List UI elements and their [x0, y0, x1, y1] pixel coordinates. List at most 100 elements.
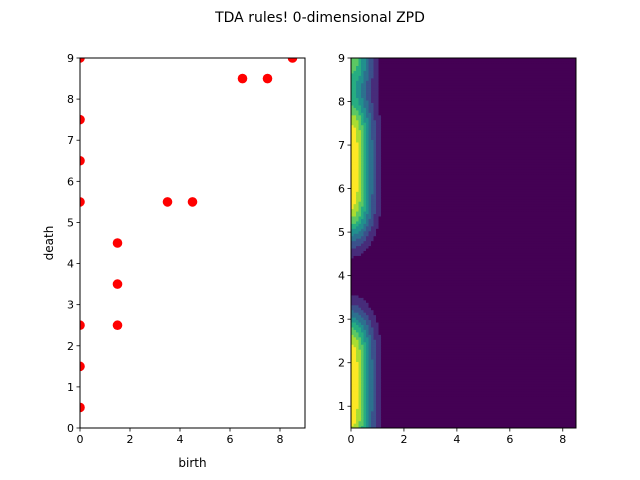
contour-cell: [453, 415, 457, 419]
contour-cell: [401, 423, 405, 427]
contour-cell: [513, 420, 517, 424]
scatter-y-axis-label: death: [42, 226, 56, 261]
contour-cell: [558, 423, 562, 427]
contour-cell: [503, 408, 507, 412]
contour-cell: [543, 420, 547, 424]
contour-cell: [433, 423, 437, 427]
contour-cell: [496, 418, 500, 422]
contour-cell: [413, 405, 417, 409]
contour-cell: [393, 400, 397, 404]
contour-cell: [553, 410, 557, 414]
contour-cell: [501, 398, 505, 402]
contour-cell: [381, 398, 385, 402]
contour-cell: [446, 403, 450, 407]
contour-cell: [573, 410, 576, 414]
contour-cell: [421, 410, 425, 414]
contour-cell: [498, 403, 502, 407]
contour-cell: [536, 400, 540, 404]
contour-cell: [541, 398, 545, 402]
contour-cell: [441, 423, 445, 427]
contour-cell: [366, 415, 370, 419]
contour-cell: [531, 405, 535, 409]
contour-cell: [413, 410, 417, 414]
contour-cell: [571, 423, 575, 427]
contour-cell: [538, 423, 542, 427]
contour-cell: [398, 405, 402, 409]
contour-cell: [398, 423, 402, 427]
contour-cell: [568, 425, 572, 428]
contour-cell: [546, 400, 550, 404]
contour-cell: [446, 425, 450, 428]
contour-cell: [351, 410, 355, 414]
contour-cell: [428, 400, 432, 404]
contour-cell: [381, 408, 385, 412]
contour-cell: [493, 420, 497, 424]
contour-cell: [423, 395, 427, 399]
contour-cell: [406, 398, 410, 402]
contour-cell: [368, 398, 372, 402]
contour-cell: [353, 420, 357, 424]
contour-cell: [483, 395, 487, 399]
contour-cell: [381, 400, 385, 404]
contour-cell: [363, 398, 367, 402]
contour-cell: [501, 423, 505, 427]
contour-cell: [481, 425, 485, 428]
contour-cell: [448, 403, 452, 407]
contour-cell: [441, 413, 445, 417]
contour-cell: [376, 415, 380, 419]
contour-cell: [476, 425, 480, 428]
contour-cell: [408, 405, 412, 409]
contour-cell: [468, 403, 472, 407]
contour-cell: [421, 408, 425, 412]
contour-cell: [431, 420, 435, 424]
contour-cell: [458, 425, 462, 428]
contour-cell: [406, 415, 410, 419]
contour-cell: [513, 405, 517, 409]
contour-cell: [358, 415, 362, 419]
contour-cell: [401, 398, 405, 402]
contour-cell: [393, 418, 397, 422]
contour-cell: [546, 410, 550, 414]
contour-cell: [483, 400, 487, 404]
contour-cell: [388, 398, 392, 402]
contour-cell: [491, 410, 495, 414]
contour-cell: [383, 418, 387, 422]
contour-cell: [551, 415, 555, 419]
contour-cell: [481, 395, 485, 399]
contour-cell: [498, 395, 502, 399]
contour-cell: [356, 418, 360, 422]
contour-cell: [518, 420, 522, 424]
contour-cell: [436, 418, 440, 422]
contour-cell: [353, 415, 357, 419]
contour-cell: [508, 395, 512, 399]
contour-cell: [386, 425, 390, 428]
contour-cell: [568, 400, 572, 404]
contour-cell: [551, 400, 555, 404]
contour-cell: [363, 403, 367, 407]
contour-cell: [556, 425, 560, 428]
contour-cell: [368, 393, 372, 397]
contour-cell: [556, 410, 560, 414]
contour-cell: [436, 403, 440, 407]
contour-cell: [491, 400, 495, 404]
contour-cell: [401, 415, 405, 419]
contour-cell: [456, 413, 460, 417]
contour-cell: [408, 398, 412, 402]
contour-cell: [511, 405, 515, 409]
contour-cell: [383, 413, 387, 417]
contour-cell: [478, 413, 482, 417]
contour-cell: [568, 405, 572, 409]
contour-cell: [476, 415, 480, 419]
contour-cell: [363, 420, 367, 424]
contour-cell: [543, 405, 547, 409]
contour-cell: [571, 400, 575, 404]
contour-cell: [428, 393, 432, 397]
contour-cell: [526, 403, 530, 407]
contour-cell: [498, 408, 502, 412]
contour-cell: [408, 403, 412, 407]
contour-cell: [568, 403, 572, 407]
contour-cell: [476, 418, 480, 422]
contour-cell: [353, 405, 357, 409]
y-tick-label: 8: [67, 93, 74, 106]
contour-cell: [483, 425, 487, 428]
